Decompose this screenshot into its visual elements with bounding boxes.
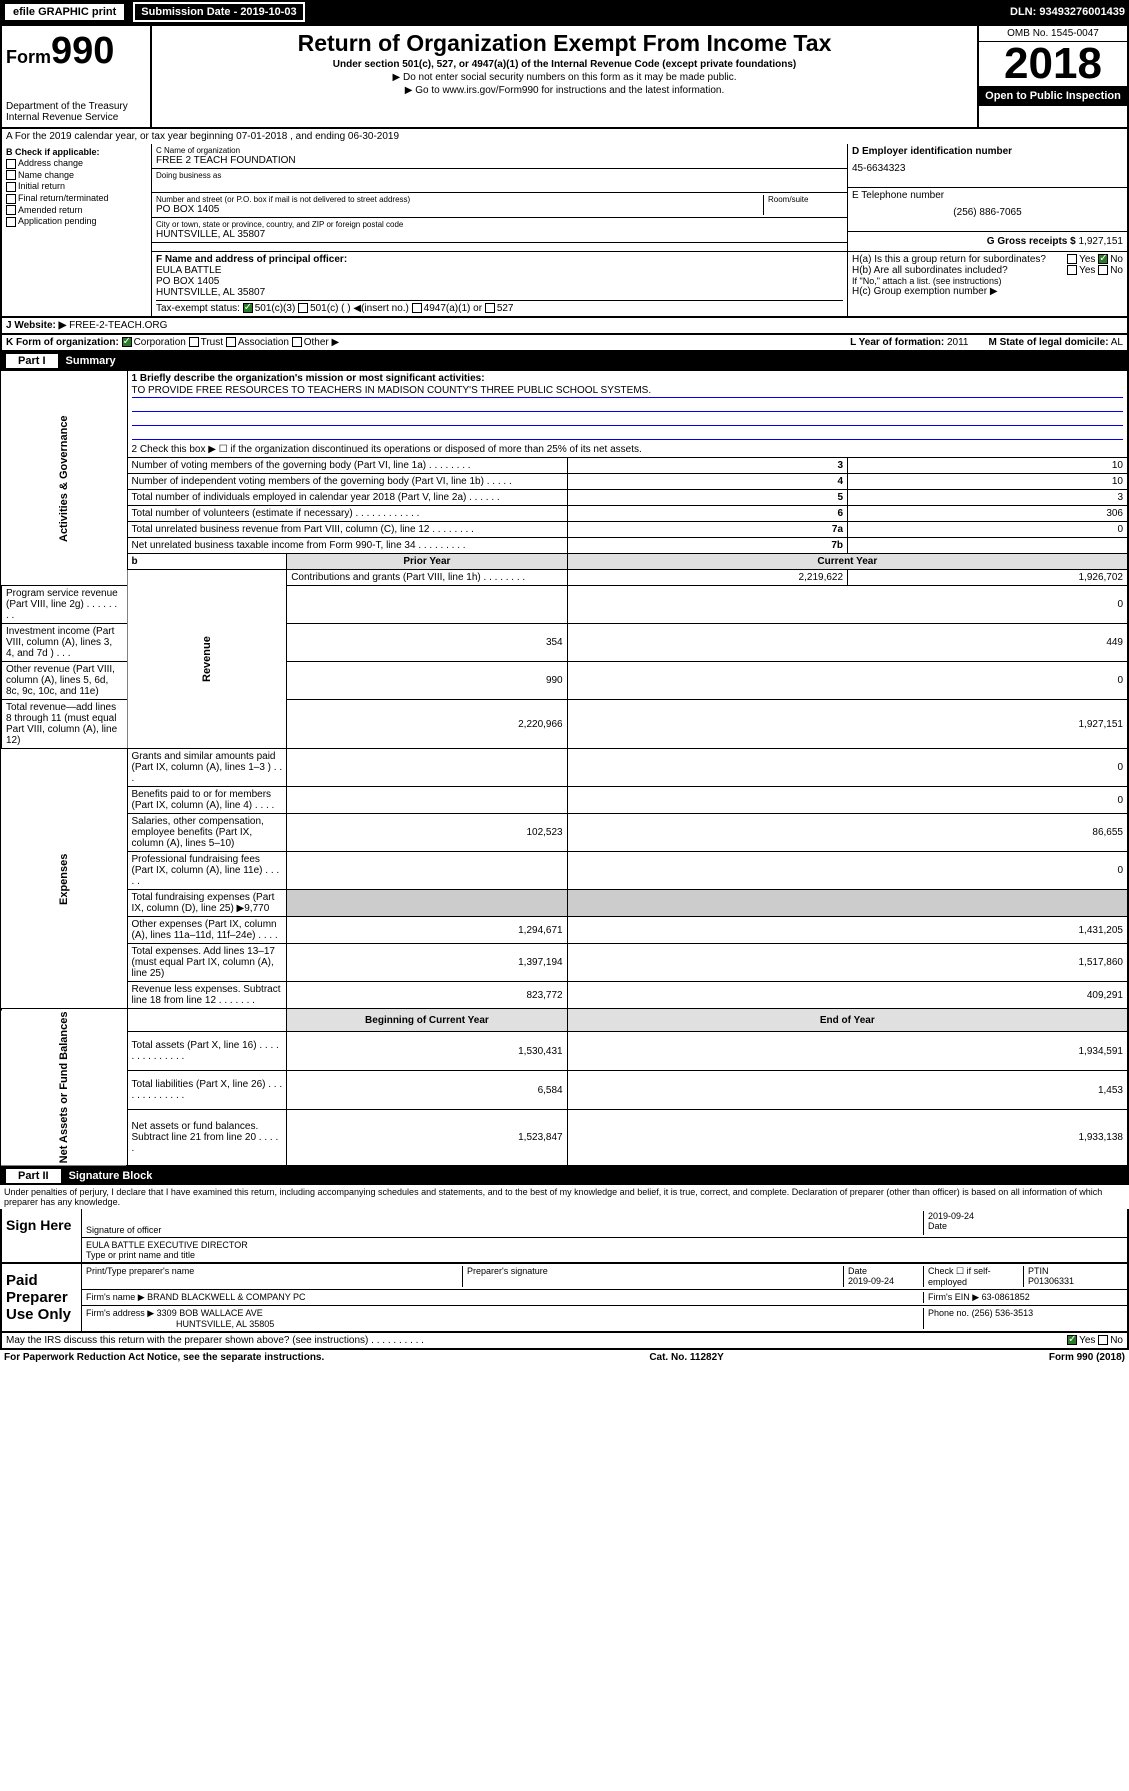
firm-name: BRAND BLACKWELL & COMPANY PC	[147, 1292, 305, 1302]
tax-status-label: Tax-exempt status:	[156, 303, 240, 314]
box-f-label: F Name and address of principal officer:	[156, 254, 843, 265]
box-e-label: E Telephone number	[852, 190, 1123, 201]
box-b-title: B Check if applicable:	[6, 147, 147, 157]
chk-527	[485, 303, 495, 313]
addr-label: Number and street (or P.O. box if mail i…	[156, 195, 763, 204]
summary-table: Activities & Governance 1 Briefly descri…	[0, 370, 1129, 1167]
org-name: FREE 2 TEACH FOUNDATION	[156, 155, 843, 166]
opt-name-change: Name change	[6, 170, 147, 181]
chk-501c	[298, 303, 308, 313]
officer-name: EULA BATTLE	[156, 265, 843, 276]
sign-here-section: Sign Here Signature of officer 2019-09-2…	[0, 1209, 1129, 1264]
hdr-current: Current Year	[567, 554, 1128, 570]
box-hb: H(b) Are all subordinates included? Yes …	[852, 265, 1123, 276]
opt-amended: Amended return	[6, 205, 147, 216]
hdr-prior: Prior Year	[287, 554, 567, 570]
side-governance: Activities & Governance	[1, 371, 127, 586]
chk-discuss-yes	[1067, 1335, 1077, 1345]
paid-preparer-section: Paid Preparer Use Only Print/Type prepar…	[0, 1264, 1129, 1333]
officer-sig-name: EULA BATTLE EXECUTIVE DIRECTOR	[86, 1240, 248, 1250]
dba-label: Doing business as	[156, 171, 843, 180]
box-g-label: G Gross receipts $	[987, 236, 1076, 247]
box-ha: H(a) Is this a group return for subordin…	[852, 254, 1123, 265]
form-footer: For Paperwork Reduction Act Notice, see …	[0, 1350, 1129, 1365]
tax-year: 2018	[979, 42, 1127, 86]
org-city: HUNTSVILLE, AL 35807	[156, 229, 843, 240]
opt-address-change: Address change	[6, 158, 147, 169]
chk-501c3	[243, 303, 253, 313]
phone-value: (256) 886-7065	[852, 207, 1123, 218]
room-label: Room/suite	[768, 195, 843, 204]
dln-number: DLN: 93493276001439	[1010, 6, 1125, 18]
side-revenue: Revenue	[127, 570, 287, 749]
submission-date: Submission Date - 2019-10-03	[133, 2, 304, 22]
city-label: City or town, state or province, country…	[156, 220, 843, 229]
ein-value: 45-6634323	[852, 163, 1123, 174]
discuss-row: May the IRS discuss this return with the…	[0, 1333, 1129, 1350]
box-h-note: If "No," attach a list. (see instruction…	[852, 276, 1123, 286]
line2: 2 Check this box ▶ ☐ if the organization…	[127, 442, 1128, 458]
chk-4947	[412, 303, 422, 313]
box-c-name-label: C Name of organization	[156, 146, 843, 155]
line-a-tax-year: A For the 2019 calendar year, or tax yea…	[0, 129, 1129, 144]
section-bcdefgh: B Check if applicable: Address change Na…	[0, 144, 1129, 318]
form-subtitle: Under section 501(c), 527, or 4947(a)(1)…	[156, 59, 973, 70]
paid-prep-label: Paid Preparer Use Only	[2, 1264, 82, 1331]
opt-app-pending: Application pending	[6, 216, 147, 227]
form-header: Form990 Department of the Treasury Inter…	[0, 24, 1129, 129]
open-public-badge: Open to Public Inspection	[979, 86, 1127, 106]
opt-final-return: Final return/terminated	[6, 193, 147, 204]
form-990-label: Form990	[6, 30, 146, 73]
box-hc: H(c) Group exemption number ▶	[852, 286, 1123, 297]
side-expenses: Expenses	[1, 749, 127, 1009]
part1-header: Part ISummary	[0, 352, 1129, 370]
form-note-link: ▶ Go to www.irs.gov/Form990 for instruct…	[156, 85, 973, 96]
mission-text: TO PROVIDE FREE RESOURCES TO TEACHERS IN…	[132, 385, 652, 396]
officer-addr: PO BOX 1405	[156, 276, 843, 287]
box-d-label: D Employer identification number	[852, 146, 1123, 157]
box-j-website: J Website: ▶ FREE-2-TEACH.ORG	[0, 318, 1129, 335]
sign-here-label: Sign Here	[2, 1209, 82, 1262]
gross-receipts: 1,927,151	[1079, 236, 1124, 247]
form-title: Return of Organization Exempt From Incom…	[156, 30, 973, 57]
officer-city: HUNTSVILLE, AL 35807	[156, 287, 843, 298]
org-address: PO BOX 1405	[156, 204, 763, 215]
part2-header: Part IISignature Block	[0, 1167, 1129, 1185]
side-netassets: Net Assets or Fund Balances	[1, 1009, 127, 1166]
chk-corp	[122, 337, 132, 347]
opt-initial-return: Initial return	[6, 181, 147, 192]
efile-header: efile GRAPHIC print Submission Date - 20…	[0, 0, 1129, 24]
line1-label: 1 Briefly describe the organization's mi…	[132, 373, 1123, 384]
dept-treasury: Department of the Treasury Internal Reve…	[6, 101, 146, 123]
efile-print-button[interactable]: efile GRAPHIC print	[4, 3, 125, 21]
box-b: B Check if applicable: Address change Na…	[2, 144, 152, 316]
box-klm: K Form of organization: Corporation Trus…	[0, 335, 1129, 352]
perjury-declaration: Under penalties of perjury, I declare th…	[0, 1185, 1129, 1209]
line3-val: 10	[848, 458, 1128, 474]
line3-text: Number of voting members of the governin…	[127, 458, 567, 474]
form-note-ssn: ▶ Do not enter social security numbers o…	[156, 72, 973, 83]
